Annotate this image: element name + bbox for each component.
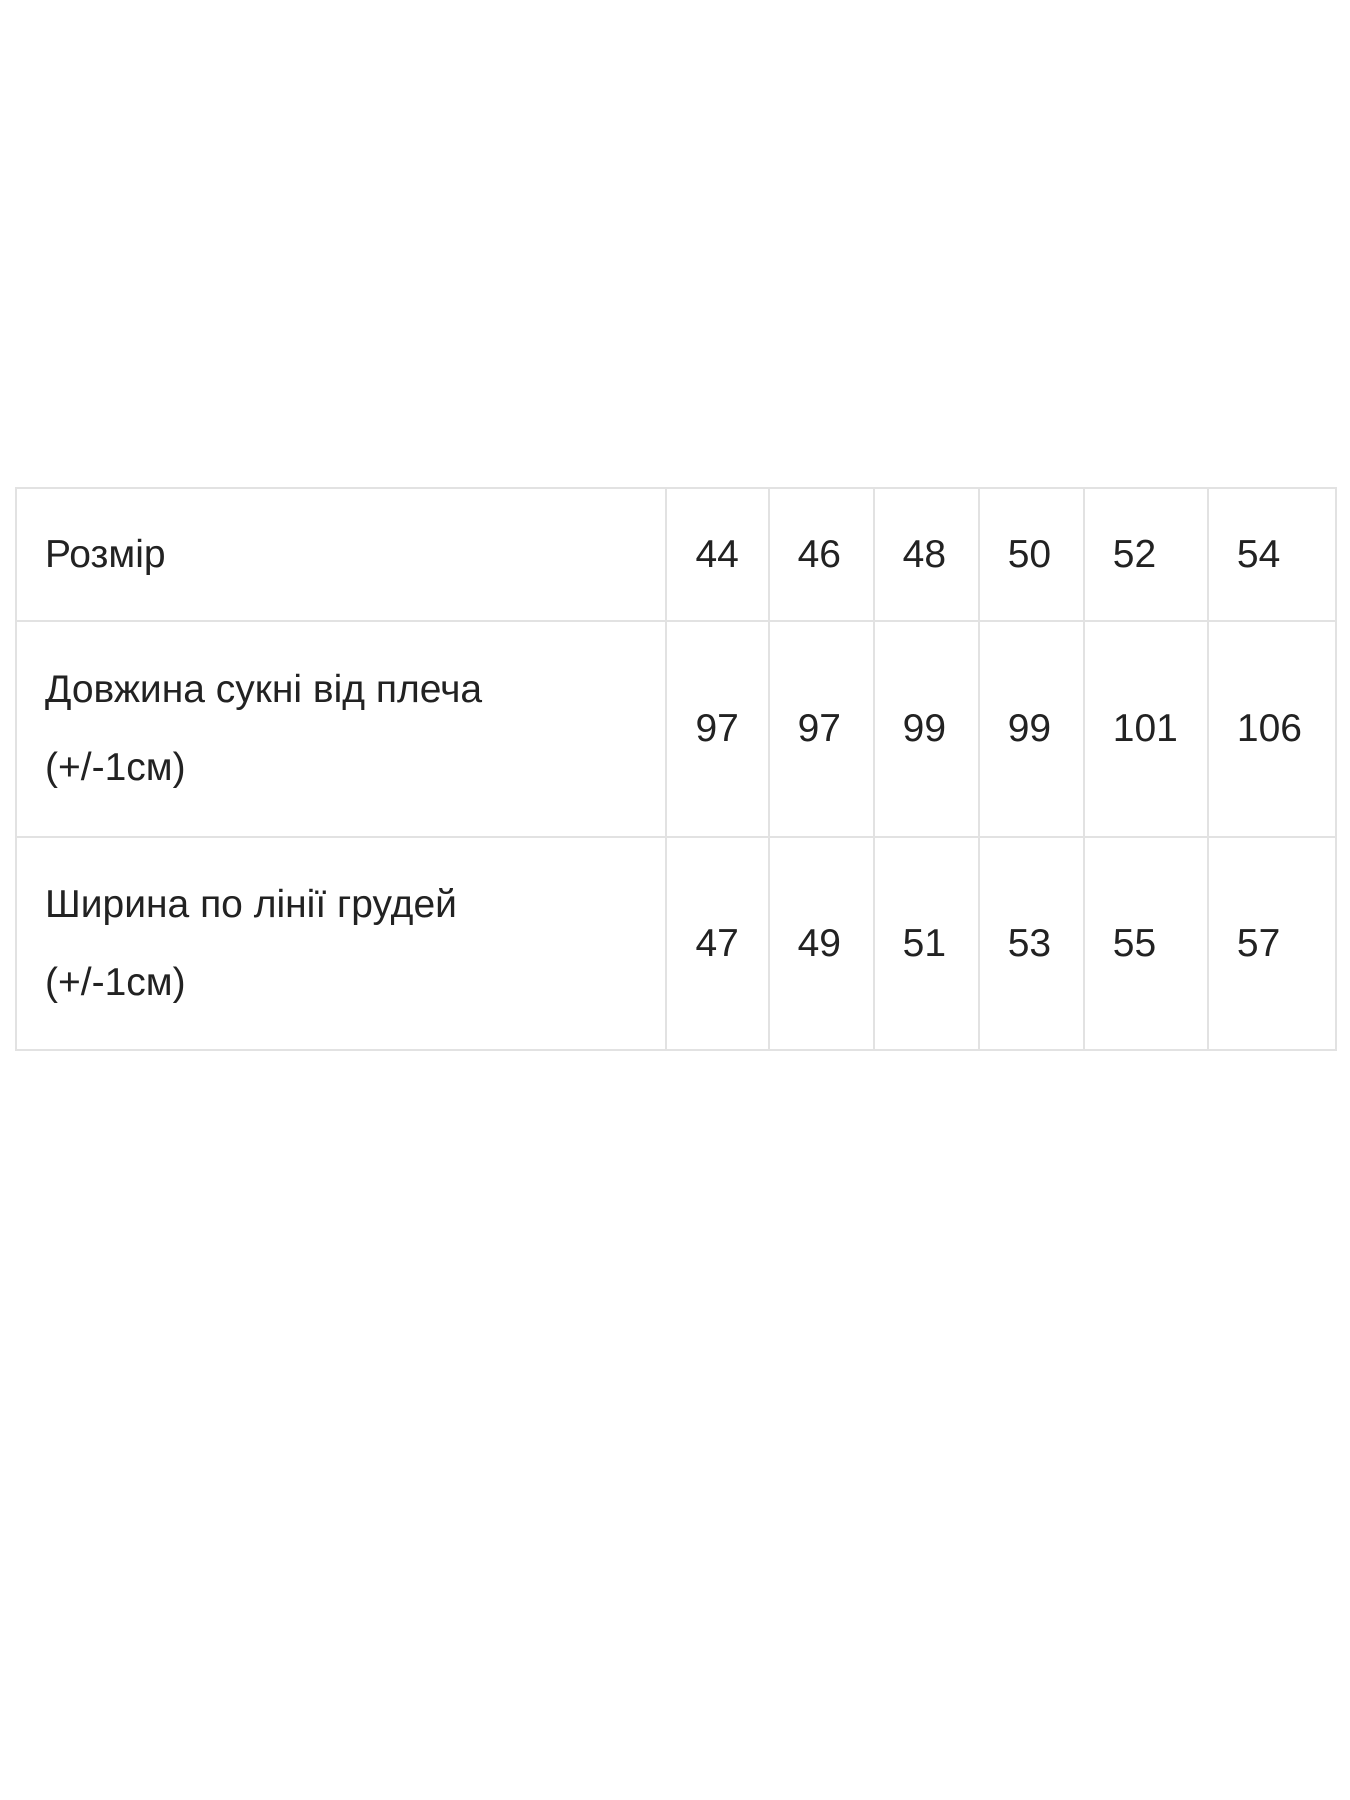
table-cell: 47 [665, 836, 770, 1051]
table-cell: 55 [1082, 836, 1209, 1051]
row-label-text: Довжина сукні від плеча [45, 668, 483, 711]
table-cell: 44 [665, 487, 770, 622]
table-cell: 54 [1206, 487, 1338, 622]
table-cell: 49 [767, 836, 875, 1051]
row-label-text: Ширина по лінії грудей [45, 882, 457, 926]
table-cell: 106 [1206, 620, 1338, 838]
table-cell: 97 [665, 620, 770, 838]
table-cell: 53 [977, 836, 1085, 1051]
table-cell: 99 [872, 620, 980, 838]
row-label: Ширина по лінії грудей (+/-1см) [14, 836, 668, 1051]
row-label-note: (+/-1см) [45, 746, 186, 789]
table-cell: 51 [872, 836, 980, 1051]
table-cell: 46 [767, 487, 875, 622]
size-table: Розмір 44 46 48 50 52 54 Довжина сукні в… [14, 487, 1338, 1051]
table-cell: 50 [977, 487, 1085, 622]
row-label-note: (+/-1см) [45, 960, 186, 1004]
table-cell: 97 [767, 620, 875, 838]
table-cell: 48 [872, 487, 980, 622]
table-cell: 101 [1082, 620, 1209, 838]
table-cell: 57 [1206, 836, 1338, 1051]
table-cell: 99 [977, 620, 1085, 838]
row-label: Розмір [14, 487, 668, 622]
table-row-chest-width: Ширина по лінії грудей (+/-1см) 47 49 51 … [14, 836, 1338, 1051]
row-label-text: Розмір [45, 532, 166, 576]
table-row-size: Розмір 44 46 48 50 52 54 [14, 487, 1338, 622]
row-label: Довжина сукні від плеча (+/-1см) [14, 620, 668, 838]
table-cell: 52 [1082, 487, 1209, 622]
table-row-dress-length: Довжина сукні від плеча (+/-1см) 97 97 99… [14, 620, 1338, 838]
